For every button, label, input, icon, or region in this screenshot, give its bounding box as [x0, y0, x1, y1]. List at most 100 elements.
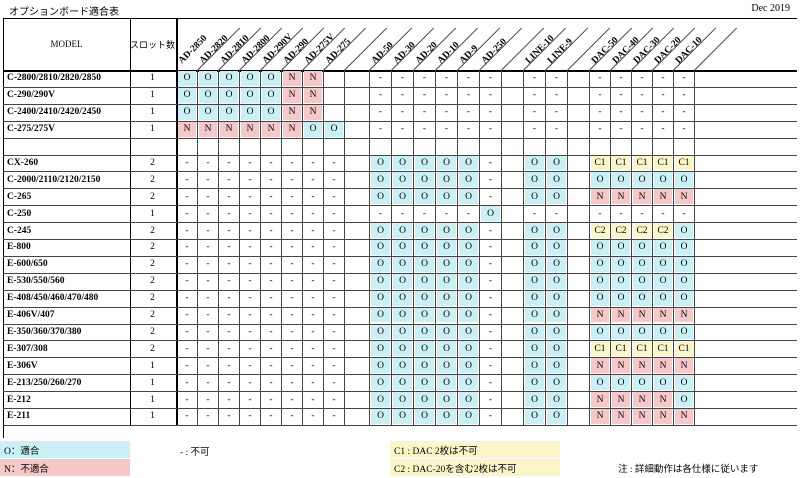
compat-cell: O	[262, 87, 280, 103]
grid-left-divider	[176, 18, 178, 425]
compat-cell: O	[415, 189, 434, 205]
compat-cell: O	[654, 375, 672, 391]
compat-cell: N	[654, 392, 672, 407]
compat-cell: -	[488, 293, 493, 304]
compat-cell: -	[488, 411, 493, 422]
compat-cell: O	[633, 324, 651, 340]
compat-cell: O	[415, 155, 434, 171]
legend-ng: N：不適合	[0, 459, 130, 476]
column-divider	[673, 70, 674, 425]
column-divider	[631, 70, 632, 425]
compat-cell: O	[393, 256, 412, 272]
compat-cell: -	[248, 343, 252, 354]
compat-cell: O	[437, 341, 456, 357]
compat-cell: O	[393, 189, 412, 205]
compat-cell: O	[393, 324, 412, 340]
compat-cell: O	[633, 290, 651, 306]
compat-cell: -	[661, 107, 665, 118]
compat-cell: O	[415, 273, 434, 289]
compat-cell: -	[290, 310, 294, 321]
compat-cell: -	[269, 157, 273, 168]
compat-cell: O	[415, 324, 434, 340]
compat-cell: -	[269, 276, 273, 287]
compat-cell: O	[459, 307, 478, 323]
compat-cell: O	[547, 392, 566, 407]
compat-cell: O	[675, 172, 693, 188]
compat-cell: -	[488, 124, 493, 135]
compat-cell: N	[612, 409, 630, 424]
compat-cell: C1	[591, 155, 609, 171]
compat-cell: -	[290, 276, 294, 287]
compat-cell: C2	[612, 223, 630, 238]
compat-cell: O	[547, 409, 566, 424]
row-slots: 1	[150, 107, 155, 118]
compat-cell: O	[547, 358, 566, 374]
column-divider	[239, 70, 240, 425]
compat-cell: -	[290, 174, 294, 185]
legend-na: - : 不可	[180, 448, 210, 458]
row-slots: 2	[150, 343, 155, 354]
compat-cell: N	[304, 87, 322, 103]
compat-cell: O	[220, 104, 238, 120]
compat-cell: -	[206, 310, 210, 321]
compat-cell: -	[290, 293, 294, 304]
compat-cell: -	[598, 73, 602, 84]
compat-cell: -	[488, 225, 493, 236]
compat-cell: O	[612, 172, 630, 188]
compat-cell: -	[290, 208, 294, 219]
compat-cell: -	[311, 225, 315, 236]
row-slots: 1	[150, 124, 155, 135]
compat-cell: -	[185, 259, 189, 270]
compat-cell: O	[415, 172, 434, 188]
compat-cell: O	[199, 71, 217, 86]
row-divider	[3, 408, 797, 409]
compat-cell: -	[290, 157, 294, 168]
compat-cell: -	[640, 90, 644, 101]
compat-cell: C1	[654, 155, 672, 171]
compat-cell: O	[415, 375, 434, 391]
compat-cell: -	[598, 107, 602, 118]
compat-cell: -	[227, 411, 231, 422]
compat-cell: O	[437, 223, 456, 238]
compat-cell: -	[466, 107, 471, 118]
compat-cell: O	[371, 189, 390, 205]
compat-cell: O	[393, 290, 412, 306]
page-title: オプションボード適合表	[9, 7, 119, 18]
row-divider	[3, 205, 797, 207]
compat-cell: N	[633, 358, 651, 374]
compat-cell: -	[227, 191, 231, 202]
compat-cell: O	[178, 87, 196, 103]
compat-cell: -	[206, 411, 210, 422]
table-top-border	[3, 18, 797, 19]
compat-cell: N	[654, 189, 672, 205]
compat-cell: -	[332, 225, 336, 236]
compat-cell: -	[598, 208, 602, 219]
compat-cell: -	[488, 157, 493, 168]
compat-cell: -	[206, 242, 210, 253]
compat-cell: -	[619, 73, 623, 84]
compat-cell: -	[400, 90, 405, 101]
row-divider	[3, 154, 797, 156]
compat-cell: O	[591, 324, 609, 340]
row-divider	[3, 357, 797, 359]
compat-cell: O	[459, 392, 478, 407]
compat-cell: C2	[654, 223, 672, 238]
compat-cell: -	[488, 191, 493, 202]
compat-cell: N	[633, 307, 651, 323]
compat-cell: -	[661, 90, 665, 101]
compat-cell: N	[591, 358, 609, 374]
compat-cell: -	[598, 90, 602, 101]
compat-cell: N	[675, 358, 693, 374]
compat-cell: -	[269, 259, 273, 270]
compat-cell: -	[400, 124, 405, 135]
compat-cell: -	[248, 411, 252, 422]
compat-cell: O	[525, 409, 544, 424]
row-divider	[3, 137, 797, 139]
compat-cell: O	[633, 273, 651, 289]
compat-cell: -	[332, 242, 336, 253]
compat-cell: O	[393, 341, 412, 357]
column-divider	[457, 70, 458, 425]
row-slots: 2	[150, 293, 155, 304]
compat-cell: -	[185, 242, 189, 253]
column-divider	[323, 70, 324, 425]
